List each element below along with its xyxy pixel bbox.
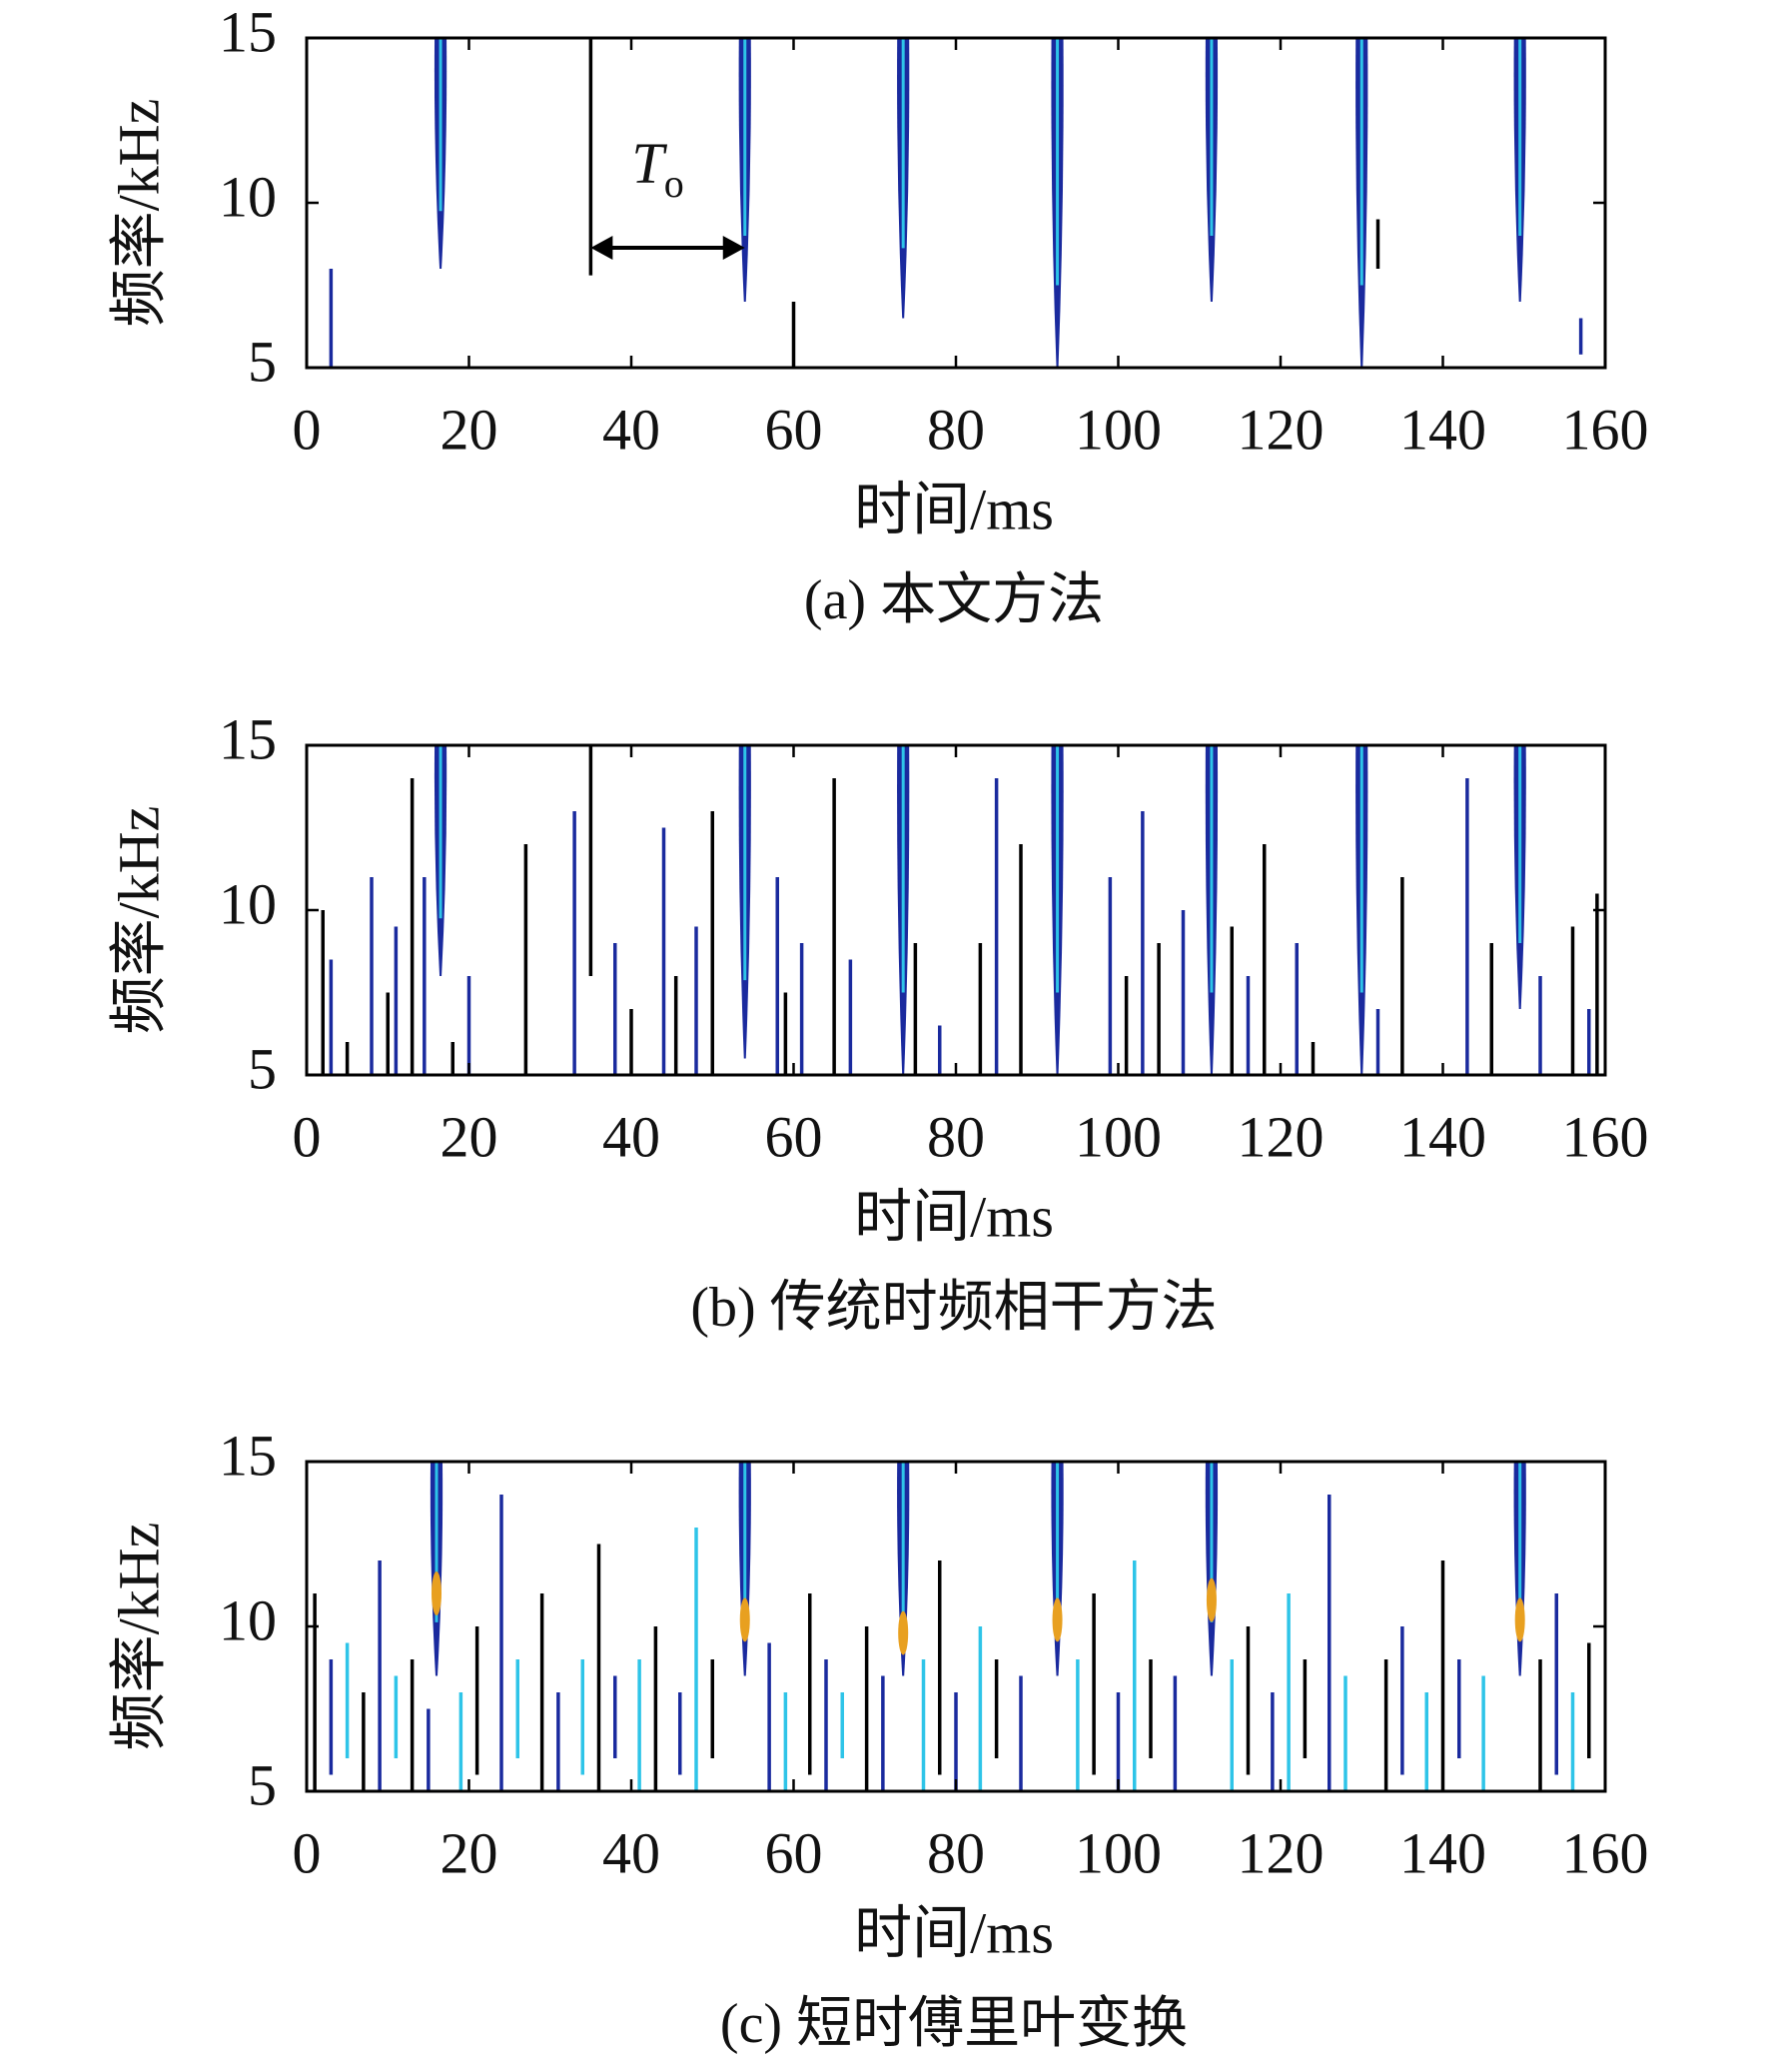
- x-tick-label: 20: [441, 397, 498, 462]
- x-axis-label: 时间/ms: [854, 1184, 1054, 1249]
- x-tick-label: 20: [441, 1820, 498, 1885]
- x-tick-label: 160: [1562, 1820, 1649, 1885]
- caption: (c) 短时傅里叶变换: [720, 1993, 1188, 2055]
- y-axis-label: 频率/kHz: [106, 806, 171, 1035]
- x-tick-label: 60: [765, 397, 823, 462]
- y-tick-label: 15: [219, 1423, 277, 1488]
- plot-frame: [305, 36, 1607, 370]
- x-tick-label: 160: [1562, 1104, 1649, 1169]
- x-tick-label: 0: [293, 1104, 322, 1169]
- y-tick-label: 15: [219, 0, 277, 64]
- x-tick-label: 40: [602, 397, 660, 462]
- x-tick-label: 20: [441, 1104, 498, 1169]
- x-axis-label: 时间/ms: [854, 477, 1054, 541]
- x-tick-label: 100: [1075, 1820, 1162, 1885]
- y-axis-label: 频率/kHz: [106, 99, 171, 328]
- x-tick-label: 100: [1075, 397, 1162, 462]
- y-tick-label: 10: [219, 871, 277, 936]
- x-tick-label: 140: [1399, 397, 1486, 462]
- pulse-peak: [432, 1571, 442, 1615]
- plot-area: [313, 1462, 1591, 1791]
- x-tick-label: 40: [602, 1104, 660, 1169]
- pulse-peak: [739, 1597, 750, 1642]
- plot-area: [321, 745, 1599, 1075]
- plot-area: [329, 38, 1583, 368]
- x-tick-label: 60: [765, 1820, 823, 1885]
- plot: 0 20 40 60 80 100 120 140 160 5 10 15 时间/ms 频率/kHz (b)…: [106, 706, 1648, 1339]
- x-tick-label: 80: [927, 1104, 985, 1169]
- y-axis-label: 频率/kHz: [106, 1523, 171, 1751]
- annotation: To: [631, 131, 683, 206]
- y-tick-label: 15: [219, 706, 277, 771]
- x-tick-label: 80: [927, 397, 985, 462]
- x-tick-label: 0: [293, 397, 322, 462]
- y-tick-label: 5: [248, 329, 277, 394]
- plot: 0 20 40 60 80 100 120 140 160 5 10 15 时间/ms 频率/kHz (c)…: [106, 1423, 1648, 2055]
- y-tick-label: 10: [219, 1587, 277, 1652]
- x-axis-label: 时间/ms: [854, 1900, 1054, 1965]
- x-tick-label: 100: [1075, 1104, 1162, 1169]
- plot-frame: [305, 743, 1607, 1077]
- x-tick-label: 120: [1238, 1104, 1325, 1169]
- pulse-peak: [1206, 1577, 1217, 1622]
- x-tick-label: 140: [1399, 1104, 1486, 1169]
- pulse-peak: [1514, 1597, 1525, 1642]
- y-tick-label: 5: [248, 1036, 277, 1101]
- x-tick-label: 120: [1238, 1820, 1325, 1885]
- x-tick-label: 140: [1399, 1820, 1486, 1885]
- caption: (a) 本文方法: [804, 569, 1104, 631]
- plot: 0 20 40 60 80 100 120 140 160 5 10 15 时间/ms 频率/kHz (a)…: [106, 0, 1648, 631]
- x-tick-label: 60: [765, 1104, 823, 1169]
- pulse-peak: [898, 1610, 909, 1655]
- x-tick-label: 0: [293, 1820, 322, 1885]
- caption: (b) 传统时频相干方法: [690, 1277, 1217, 1339]
- arrow-head: [590, 236, 613, 260]
- x-tick-label: 40: [602, 1820, 660, 1885]
- arrow-head: [722, 236, 745, 260]
- annotation-subscript: o: [664, 161, 684, 206]
- x-tick-label: 80: [927, 1820, 985, 1885]
- y-tick-label: 5: [248, 1752, 277, 1817]
- y-tick-label: 10: [219, 164, 277, 229]
- x-tick-label: 120: [1238, 397, 1325, 462]
- annotation-text: T: [631, 131, 667, 196]
- pulse-peak: [1052, 1597, 1063, 1642]
- x-tick-label: 160: [1562, 397, 1649, 462]
